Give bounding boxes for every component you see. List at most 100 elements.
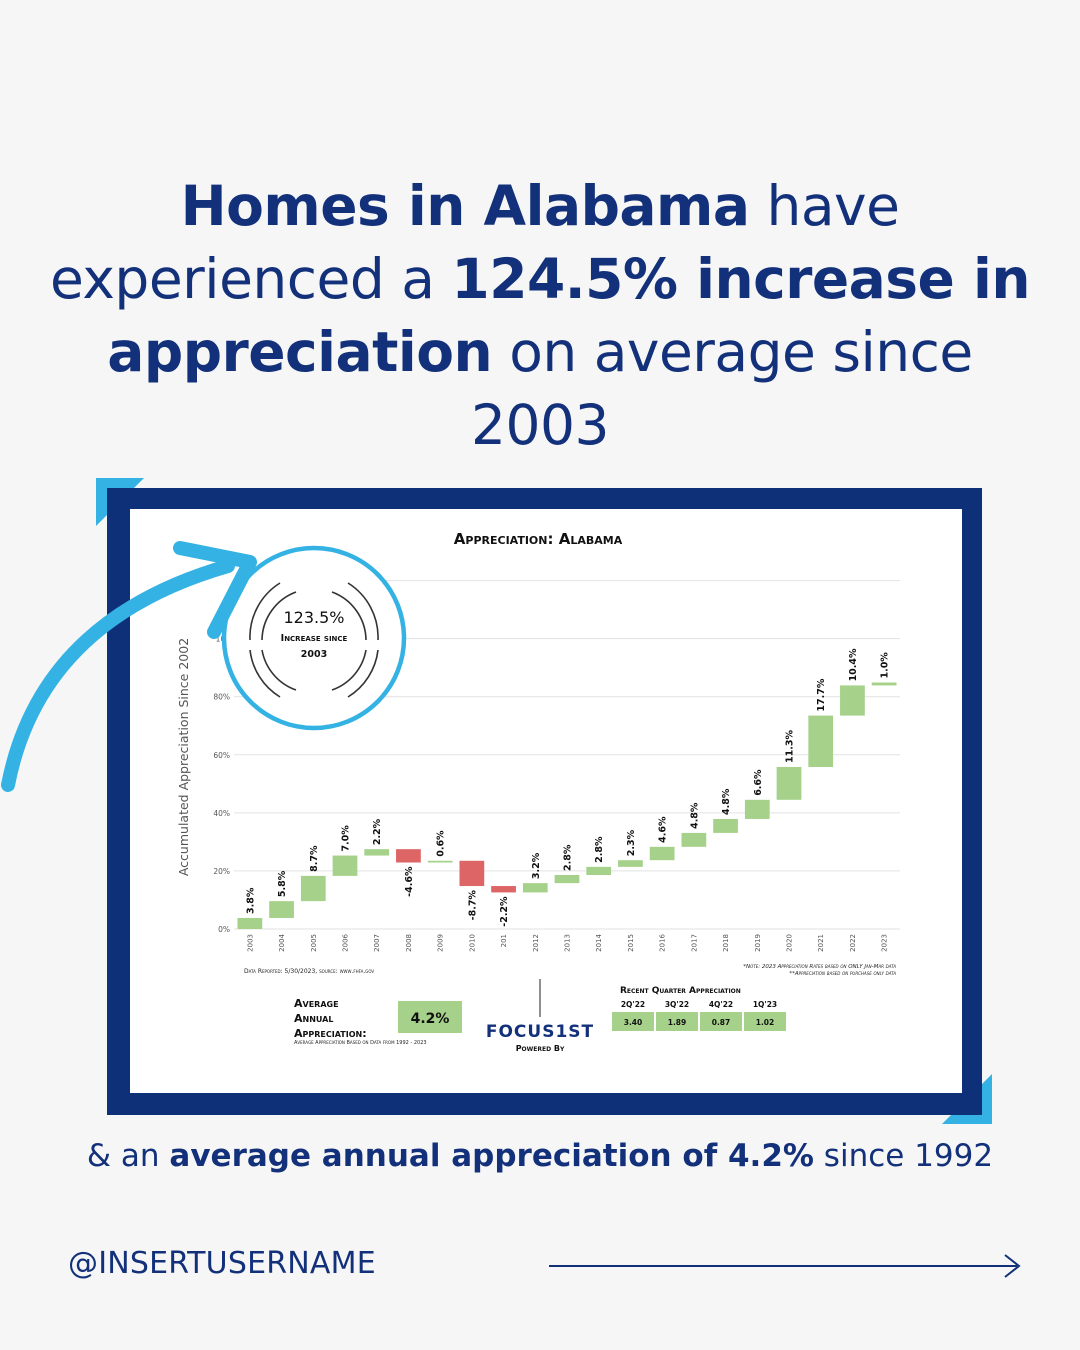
quarter-header: 4Q'22 [709, 1000, 733, 1009]
bar [649, 846, 675, 861]
y-axis-label: Accumulated Appreciation Since 2002 [176, 638, 191, 876]
y-tick-label: 40% [213, 809, 230, 818]
waterfall-chart: Appreciation: Alabama 0%20%40%60%80%100 … [176, 530, 900, 1053]
x-tick-label: 2013 [564, 934, 572, 952]
bar [713, 818, 738, 833]
average-annual-block: Average Annual Appreciation: Average App… [294, 997, 462, 1046]
caption-prefix: & an [86, 1138, 170, 1174]
value-label: 0.6% [436, 830, 447, 857]
y-tick-label: 100 [216, 635, 231, 644]
value-label: 3.8% [245, 887, 256, 914]
value-label: 7.0% [341, 825, 352, 852]
bar [332, 855, 358, 876]
bar [427, 860, 453, 863]
bar [681, 832, 707, 847]
chart-title: Appreciation: Alabama [454, 530, 623, 548]
value-label: 8.7% [309, 845, 320, 872]
quarter-header: 1Q'23 [753, 1000, 777, 1009]
bar [522, 883, 548, 893]
value-labels: 3.8% 5.8% 8.7% 7.0% 2.2% -4.6% 0.6% -8.7% -2.2% 3… [245, 648, 890, 927]
bar [554, 875, 580, 884]
x-axis-ticks: 2003 2004 2005 2006 2007 2008 2009 2010 201 2012 2… [246, 933, 888, 951]
x-tick-label: 2018 [722, 934, 730, 952]
x-tick-label: 2009 [437, 934, 445, 952]
quarter-cell [744, 1012, 786, 1031]
quarter-header: 2Q'22 [621, 1000, 645, 1009]
average-label-line3: Appreciation: [294, 1027, 367, 1040]
x-tick-label: 2006 [342, 933, 350, 951]
value-label: 4.8% [721, 788, 732, 815]
x-tick-label: 2021 [817, 934, 825, 952]
value-label: -2.2% [499, 896, 510, 927]
bar [396, 849, 421, 863]
average-label-line1: Average [294, 997, 339, 1010]
value-label: 1.0% [880, 652, 891, 679]
value-label: 4.8% [689, 802, 700, 829]
average-footnote: Average Appreciation Based on Data from … [294, 1040, 427, 1046]
value-label: 10.4% [848, 648, 859, 681]
note-2023: *Note: 2023 Appreciation Rates based on … [743, 964, 896, 970]
headline-bold-1: Homes in Alabama [180, 174, 750, 238]
headline: Homes in Alabama have experienced a 124.… [40, 170, 1040, 462]
headline-text-4: on average since 2003 [471, 320, 973, 457]
username-handle: @INSERTUSERNAME [68, 1246, 376, 1281]
data-reported-note: Data Reported: 5/30/2023, source: www.fh… [244, 968, 374, 975]
headline-bold-3: 124.5% increase in appreciation [107, 247, 1030, 384]
x-tick-label: 2008 [405, 934, 413, 952]
x-tick-label: 2023 [881, 934, 889, 952]
quarter-value: 1.02 [756, 1018, 775, 1027]
quarter-cell [700, 1012, 742, 1031]
x-tick-label: 2010 [468, 934, 476, 952]
y-tick-label: 60% [213, 751, 230, 760]
next-arrow-icon[interactable] [547, 1251, 1025, 1285]
value-label: 3.2% [531, 852, 542, 879]
bar [586, 866, 612, 875]
value-label: 2.8% [594, 836, 605, 863]
quarter-value: 1.89 [668, 1018, 687, 1027]
quarter-cell [656, 1012, 698, 1031]
x-tick-label: 2005 [310, 934, 318, 952]
value-label: 11.3% [785, 730, 796, 763]
note-purchase-only: **Appreciation based on purchase only da… [789, 971, 896, 977]
x-tick-label: 2017 [690, 934, 698, 952]
value-label: 2.2% [372, 818, 383, 845]
x-tick-label: 2019 [754, 934, 762, 952]
value-label: -8.7% [467, 890, 478, 921]
bar [776, 767, 802, 800]
bar [237, 917, 263, 929]
bar [871, 682, 897, 686]
y-tick-label: 80% [213, 693, 230, 702]
y-tick-label: 20% [213, 867, 230, 876]
average-value-box [398, 1001, 462, 1033]
recent-quarter-table: Recent Quarter Appreciation 2Q'22 3.40 3Q'… [612, 986, 786, 1031]
quarter-value: 3.40 [624, 1018, 643, 1027]
bars [237, 682, 897, 929]
x-tick-label: 2007 [373, 934, 381, 952]
x-tick-label: 201 [500, 934, 508, 947]
bar [808, 715, 834, 767]
brand-tagline: Powered By [516, 1044, 565, 1053]
quarter-header: 3Q'22 [665, 1000, 689, 1009]
value-label: 2.3% [626, 829, 637, 856]
x-tick-label: 2012 [532, 934, 540, 952]
y-tick-label: 0% [218, 925, 230, 934]
x-tick-label: 2004 [278, 933, 286, 951]
x-tick-label: 2020 [786, 934, 794, 952]
x-tick-label: 2016 [659, 933, 667, 951]
focus1st-logo: FOCUS1ST Powered By [486, 979, 593, 1053]
bar [300, 875, 326, 902]
value-label: 2.8% [563, 844, 574, 871]
y-axis-ticks: 0% 20% 40% 60% 80% 100 [213, 635, 230, 934]
bar [840, 685, 865, 716]
value-label: 5.8% [277, 870, 288, 897]
x-tick-label: 2014 [595, 933, 603, 951]
bar [618, 860, 643, 867]
value-label: -4.6% [404, 866, 415, 897]
caption: & an average annual appreciation of 4.2%… [40, 1138, 1040, 1174]
x-tick-label: 2003 [246, 934, 254, 952]
quarter-cell [612, 1012, 654, 1031]
bar [269, 901, 294, 918]
value-label: 4.6% [658, 816, 669, 843]
bar [491, 886, 516, 893]
bar [459, 860, 485, 887]
